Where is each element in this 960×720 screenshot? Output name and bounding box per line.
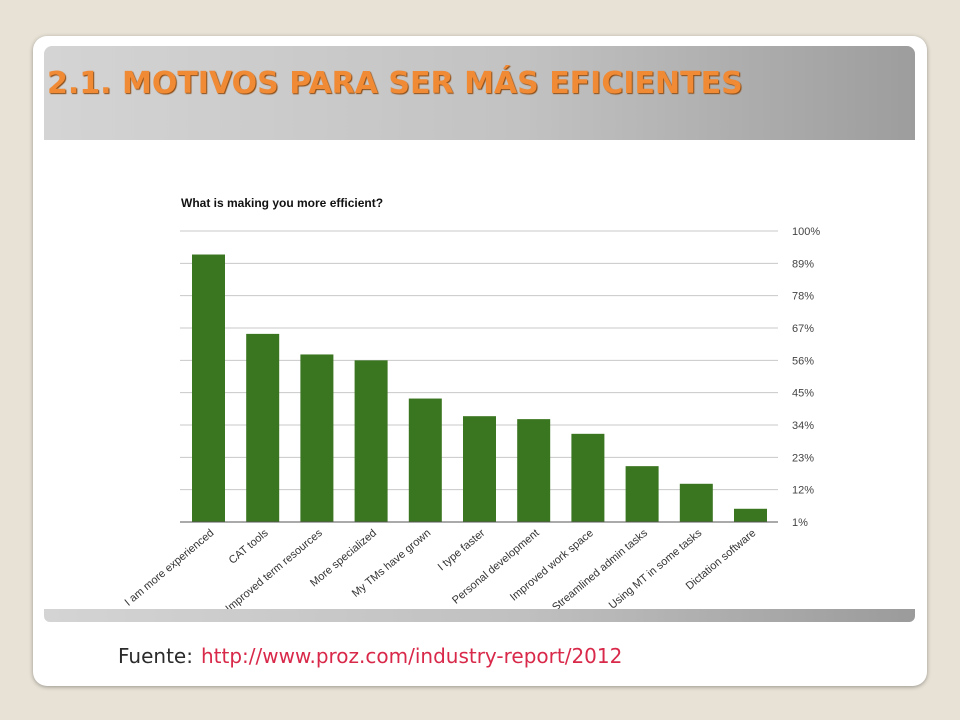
- bar: [408, 398, 442, 522]
- y-tick-label: 89%: [792, 258, 814, 270]
- title-bar: [44, 46, 915, 140]
- bottom-bar: [44, 609, 915, 622]
- y-tick-label: 45%: [792, 388, 814, 400]
- chart-title: What is making you more efficient?: [181, 196, 383, 210]
- y-tick-label: 23%: [792, 452, 814, 464]
- x-tick-label: CAT tools: [227, 527, 271, 567]
- bar: [625, 466, 659, 522]
- bar: [246, 333, 280, 522]
- x-tick-label: Using MT in some tasks: [607, 527, 705, 612]
- y-tick-label: 100%: [792, 226, 820, 238]
- slide-title: 2.1. MOTIVOS PARA SER MÁS EFICIENTES: [47, 66, 743, 101]
- bar: [354, 360, 388, 522]
- bar: [571, 433, 605, 522]
- y-tick-label: 78%: [792, 291, 814, 303]
- y-tick-label: 1%: [792, 517, 808, 529]
- x-tick-label: I type faster: [436, 527, 488, 573]
- y-tick-label: 34%: [792, 420, 814, 432]
- y-tick-label: 67%: [792, 323, 814, 335]
- source-label: Fuente:: [118, 644, 193, 668]
- bar: [679, 483, 713, 522]
- slide-card: [33, 36, 927, 686]
- x-tick-label: Personal development: [450, 527, 542, 607]
- bar: [517, 419, 551, 522]
- bar: [734, 508, 767, 522]
- y-tick-label: 56%: [792, 355, 814, 367]
- x-tick-label: I am more experienced: [123, 527, 217, 609]
- y-tick-label: 12%: [792, 485, 814, 497]
- source-link[interactable]: http://www.proz.com/industry-report/2012: [200, 644, 623, 668]
- source-line: Fuente: http://www.proz.com/industry-repo…: [118, 644, 622, 668]
- bar: [463, 416, 496, 522]
- x-tick-label: Streamlined admin tasks: [550, 527, 650, 614]
- x-tick-label: Improved term resources: [223, 527, 325, 615]
- bar: [300, 354, 334, 522]
- bar: [192, 254, 225, 523]
